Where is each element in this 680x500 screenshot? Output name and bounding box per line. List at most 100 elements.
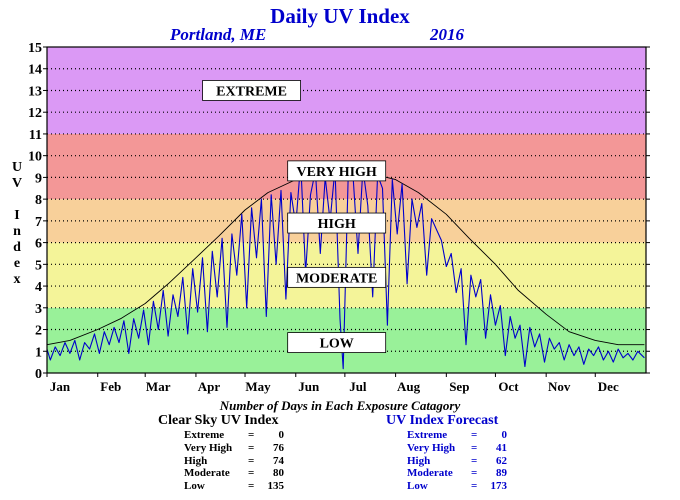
x-tick-label: Feb bbox=[100, 379, 121, 394]
band-label-text: HIGH bbox=[318, 217, 356, 232]
chart-location: Portland, ME bbox=[170, 25, 267, 44]
y-tick-label: 4 bbox=[35, 280, 42, 295]
x-tick-label: Oct bbox=[498, 379, 519, 394]
series-forecast-line bbox=[46, 161, 645, 370]
clear-sky-stats: Clear Sky UV Index Extreme = 0 Very High = 7… bbox=[158, 413, 284, 493]
stat-value: 173 bbox=[490, 480, 508, 493]
y-tick-label: 1 bbox=[35, 345, 42, 360]
band-label-text: LOW bbox=[320, 337, 354, 352]
forecast-row-high: High = 62 bbox=[407, 454, 507, 468]
x-tick-label: Jul bbox=[349, 379, 367, 394]
y-axis-label-char: x bbox=[13, 272, 21, 287]
stat-label: Very High bbox=[184, 441, 233, 454]
stat-value: 80 bbox=[273, 467, 284, 480]
y-tick-label: 8 bbox=[35, 193, 42, 208]
stat-equals: = bbox=[248, 480, 255, 493]
band-label-box bbox=[287, 332, 387, 353]
band-extreme bbox=[47, 47, 646, 134]
forecast-row-low: Low = 173 bbox=[407, 480, 507, 493]
x-tick-label: Mar bbox=[146, 379, 171, 394]
y-tick-label: 15 bbox=[28, 41, 42, 56]
forecast-row-extreme: Extreme = 0 bbox=[407, 429, 507, 442]
y-axis-label-char: I bbox=[14, 208, 20, 223]
forecast-row-moderate: Moderate = 89 bbox=[407, 467, 507, 480]
stat-label: Low bbox=[184, 480, 205, 493]
clear-sky-row-low: Low = 135 bbox=[184, 480, 284, 493]
stat-equals: = bbox=[471, 454, 478, 467]
y-tick-label: 5 bbox=[35, 258, 42, 273]
band-label-text: EXTREME bbox=[216, 84, 287, 99]
chart-title: Daily UV Index bbox=[270, 4, 410, 28]
x-tick-label: Jan bbox=[50, 379, 71, 394]
band-label-box bbox=[202, 80, 301, 101]
band-label-box bbox=[287, 266, 387, 288]
y-tick-label: 0 bbox=[35, 367, 42, 382]
clear-sky-row-extreme: Extreme = 0 bbox=[184, 429, 284, 442]
stat-equals: = bbox=[471, 467, 478, 480]
x-tick-label: Sep bbox=[449, 379, 469, 394]
y-axis-label-char: U bbox=[11, 160, 23, 175]
y-tick-label: 3 bbox=[35, 302, 42, 317]
y-axis-label-char: n bbox=[13, 224, 21, 239]
stat-equals: = bbox=[248, 454, 255, 467]
y-axis-label: U V I n d e x bbox=[10, 160, 24, 288]
stat-equals: = bbox=[248, 467, 255, 480]
x-tick-label: Jun bbox=[298, 379, 320, 394]
clear-sky-row-high: High = 74 bbox=[184, 454, 284, 468]
stat-value: 74 bbox=[273, 454, 284, 467]
band-label-box bbox=[287, 212, 387, 234]
stat-label: Very High bbox=[407, 441, 456, 454]
x-tick-label: Aug bbox=[397, 379, 421, 394]
x-tick-label: May bbox=[245, 379, 271, 394]
stat-label: Extreme bbox=[184, 429, 225, 441]
y-axis-label-char: e bbox=[13, 256, 21, 271]
band-label-low: LOW bbox=[287, 332, 387, 353]
band-label-text: MODERATE bbox=[296, 271, 377, 286]
y-tick-label: 2 bbox=[35, 324, 42, 339]
x-tick-label: Nov bbox=[548, 379, 571, 394]
y-tick-label: 13 bbox=[28, 84, 42, 99]
band-label-very-high: VERY HIGH bbox=[287, 160, 387, 182]
plot-frame bbox=[46, 46, 647, 374]
stat-value: 41 bbox=[496, 441, 507, 454]
y-tick-label: 7 bbox=[35, 215, 42, 230]
stat-label: High bbox=[184, 454, 208, 467]
stat-value: 89 bbox=[496, 467, 507, 480]
band-label-box bbox=[287, 160, 387, 182]
stat-label: Moderate bbox=[407, 467, 453, 480]
forecast-stats: UV Index Forecast Extreme = 0 Very High = 41… bbox=[386, 413, 507, 493]
y-tick-label: 12 bbox=[28, 106, 42, 121]
stat-value: 135 bbox=[267, 480, 285, 493]
clear-sky-row-very-high: Very High = 76 bbox=[184, 441, 284, 455]
x-tick-label: Dec bbox=[598, 379, 619, 394]
band-label-moderate: MODERATE bbox=[287, 266, 387, 288]
footer-caption: Number of Days in Each Exposure Catagory bbox=[219, 398, 461, 413]
stat-equals: = bbox=[248, 429, 255, 441]
stat-value: 0 bbox=[278, 429, 285, 441]
y-tick-label: 6 bbox=[35, 237, 42, 252]
stat-value: 0 bbox=[501, 429, 508, 441]
x-tick-label: Apr bbox=[198, 379, 221, 394]
stat-label: Extreme bbox=[407, 429, 448, 441]
chart-year: 2016 bbox=[430, 25, 464, 44]
stat-equals: = bbox=[471, 441, 478, 454]
stat-equals: = bbox=[471, 480, 478, 493]
stat-equals: = bbox=[248, 441, 255, 454]
stat-value: 76 bbox=[273, 441, 284, 454]
y-tick-label: 14 bbox=[28, 63, 42, 78]
stat-label: Moderate bbox=[184, 467, 230, 480]
stat-equals: = bbox=[471, 429, 478, 441]
stat-label: High bbox=[407, 454, 431, 467]
y-tick-label: 11 bbox=[29, 128, 42, 143]
y-tick-label: 9 bbox=[35, 171, 42, 186]
y-tick-label: 10 bbox=[28, 150, 42, 165]
clear-sky-row-moderate: Moderate = 80 bbox=[184, 467, 284, 480]
forecast-stats-title: UV Index Forecast bbox=[386, 413, 499, 428]
y-axis-label-char: V bbox=[11, 176, 23, 191]
band-label-text: VERY HIGH bbox=[297, 165, 377, 180]
y-axis-label-char: d bbox=[13, 240, 21, 255]
band-label-high: HIGH bbox=[287, 212, 387, 234]
stat-label: Low bbox=[407, 480, 428, 493]
clear-sky-stats-title: Clear Sky UV Index bbox=[158, 413, 279, 428]
